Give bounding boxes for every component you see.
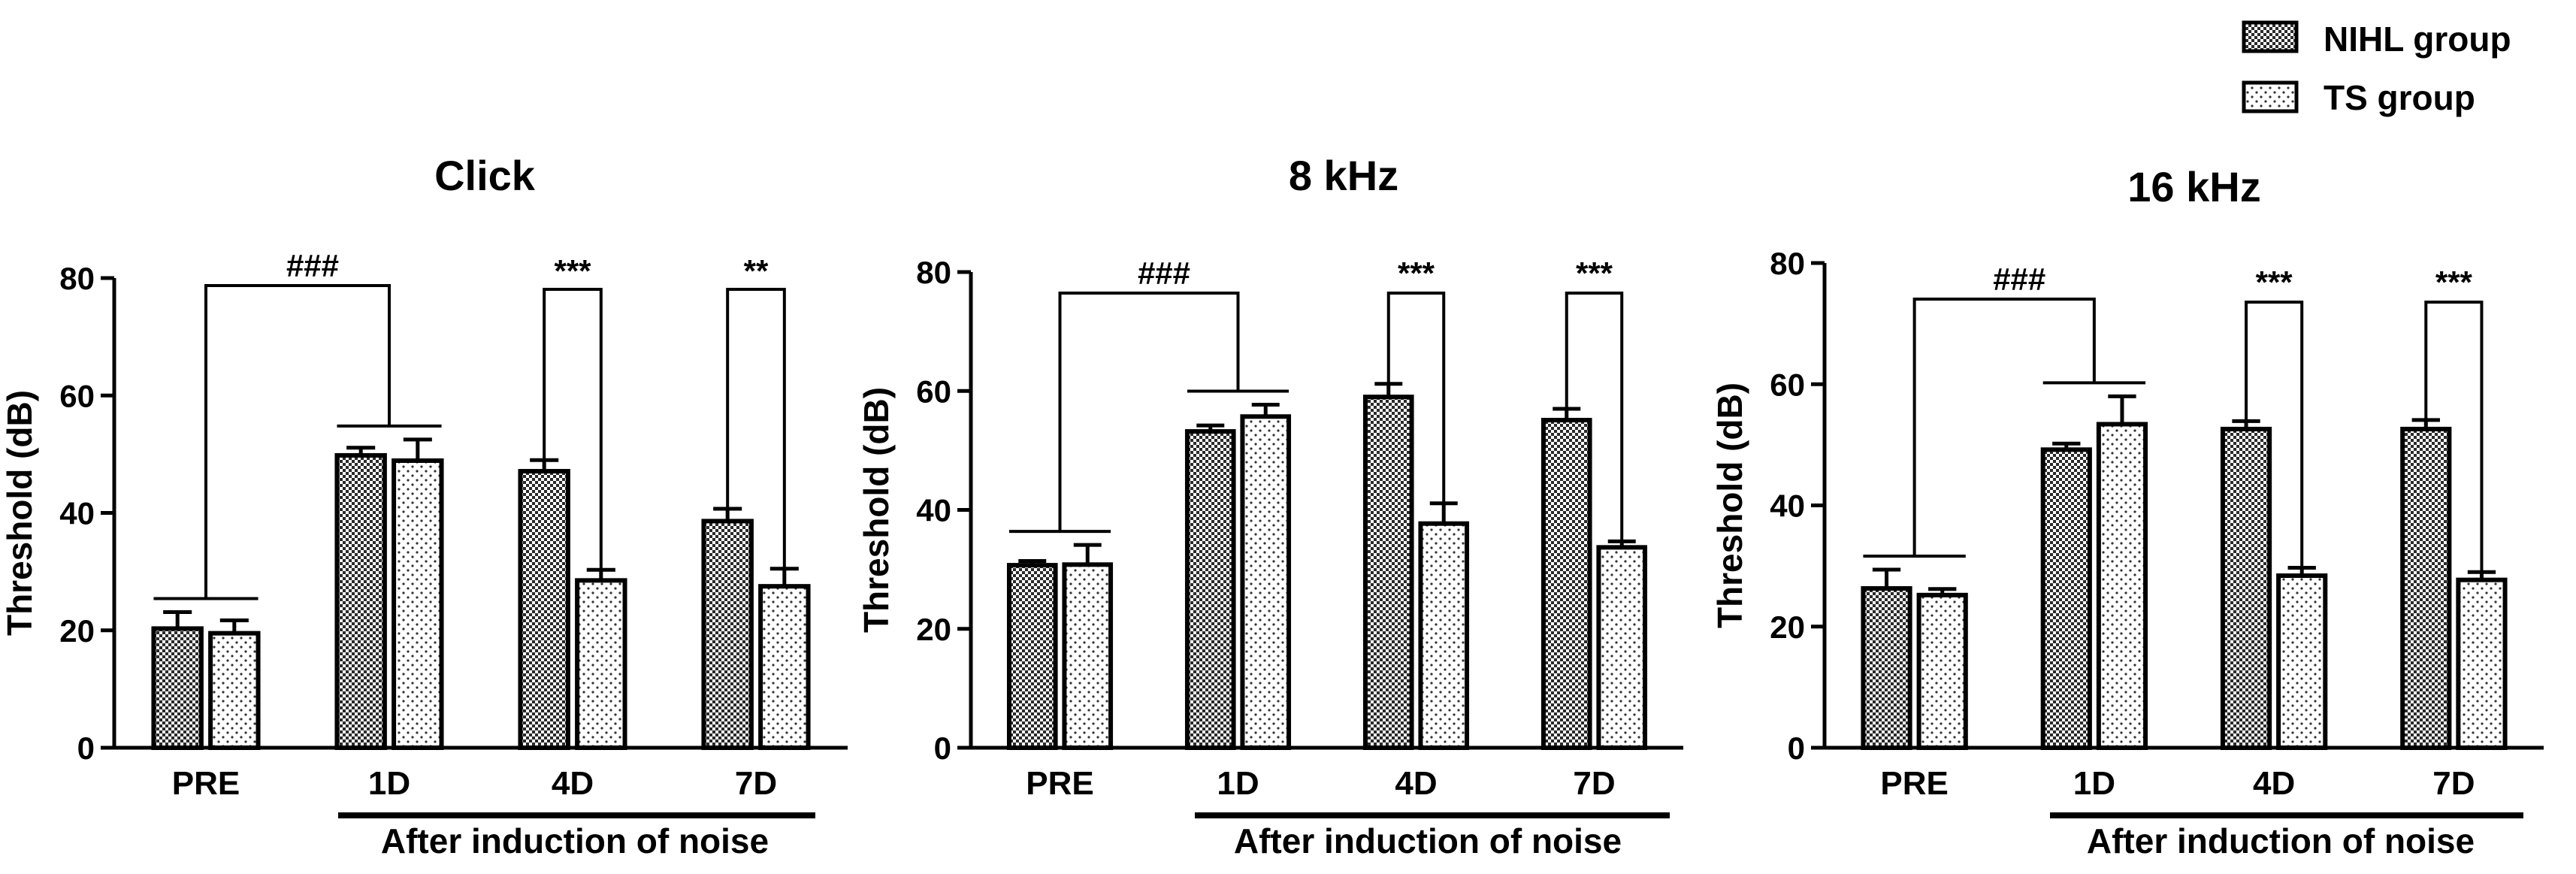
- legend: NIHL group TS group: [2242, 20, 2511, 117]
- x-tick-label: 7D: [1573, 765, 1615, 802]
- legend-item-ts: TS group: [2242, 78, 2475, 117]
- chart-panel-1: Click Threshold (dB) 0 20 40 60 80 PRE 1D 4D 7D Aft…: [0, 152, 848, 860]
- bar-ts-pre: [1916, 592, 1968, 751]
- bar-ts-4d: [2276, 573, 2328, 751]
- bar-ts-pre: [1062, 562, 1114, 750]
- y-axis-label: Threshold (dB): [1710, 383, 1749, 628]
- y-tick-label: 20: [916, 612, 951, 647]
- significance-bracket: [1565, 292, 1624, 542]
- significance-label: ###: [1138, 256, 1190, 291]
- bar-ts-4d: [1418, 521, 1470, 750]
- x-tick-label: 4D: [2253, 765, 2295, 802]
- x-tick-label: 1D: [368, 765, 410, 802]
- bar-ts-1d: [392, 458, 444, 750]
- x-tick-label: PRE: [1026, 765, 1093, 802]
- x-tick-label: 4D: [1395, 765, 1437, 802]
- bar-nihl-1d: [1184, 429, 1236, 750]
- x-axis-label: After induction of noise: [2087, 821, 2475, 860]
- y-tick-label: 60: [1770, 367, 1805, 402]
- bar-ts-4d: [575, 578, 627, 750]
- x-axis-label: After induction of noise: [381, 821, 769, 860]
- bar-ts-7d: [1596, 545, 1648, 750]
- significance-label: ***: [2435, 265, 2473, 300]
- x-tick-label: 1D: [1217, 765, 1259, 802]
- bar-nihl-7d: [2400, 426, 2452, 750]
- significance-bracket: [2424, 301, 2484, 573]
- bar-ts-1d: [1240, 414, 1292, 750]
- y-tick-label: 80: [916, 255, 951, 290]
- y-tick-label: 40: [916, 493, 951, 528]
- y-tick-label: 20: [1770, 609, 1805, 645]
- bar-ts-1d: [2096, 422, 2148, 751]
- significance-label: **: [744, 253, 769, 289]
- y-tick-label: 0: [934, 730, 951, 766]
- significance-label: ###: [1993, 262, 2045, 297]
- bar-nihl-7d: [701, 519, 754, 750]
- chart-panel-3: 16 kHz Threshold (dB) 0 20 40 60 80 PRE 1D 4D 7D Af…: [1710, 163, 2544, 860]
- chart-title: Click: [434, 152, 536, 199]
- significance-label: ***: [1576, 256, 1613, 291]
- chart-panel-2: 8 kHz Threshold (dB) 0 20 40 60 80 PRE 1D 4D 7D Aft…: [857, 152, 1683, 860]
- bar-nihl-7d: [1540, 418, 1592, 750]
- y-tick-label: 60: [59, 378, 95, 413]
- y-tick-label: 40: [59, 496, 95, 531]
- legend-label-ts: TS group: [2324, 78, 2475, 117]
- bar-ts-7d: [2456, 577, 2508, 751]
- significance-label: ###: [286, 248, 339, 283]
- y-axis-label: Threshold (dB): [857, 387, 896, 633]
- y-tick-label: 80: [59, 261, 95, 296]
- chart-title: 8 kHz: [1289, 152, 1398, 199]
- x-tick-label: PRE: [172, 765, 240, 802]
- chart-panels: Click Threshold (dB) 0 20 40 60 80 PRE 1D 4D 7D Aft…: [0, 152, 2544, 860]
- y-tick-label: 60: [916, 373, 951, 409]
- bar-ts-pre: [208, 631, 261, 750]
- x-tick-label: 4D: [552, 765, 594, 802]
- bar-nihl-1d: [2040, 447, 2092, 750]
- legend-swatch-nihl: [2242, 20, 2299, 53]
- x-axis-label: After induction of noise: [1234, 821, 1622, 860]
- y-axis-label: Threshold (dB): [0, 390, 39, 636]
- legend-swatch-ts: [2242, 80, 2299, 113]
- x-tick-label: PRE: [1880, 765, 1948, 802]
- significance-bracket: [726, 288, 786, 569]
- y-tick-label: 0: [77, 730, 95, 766]
- y-tick-label: 20: [59, 613, 95, 649]
- x-tick-label: 7D: [2432, 765, 2475, 802]
- bar-nihl-pre: [1861, 585, 1912, 750]
- significance-bracket: [1058, 292, 1240, 532]
- significance-bracket: [1912, 298, 2096, 556]
- significance-label: ***: [1398, 256, 1435, 291]
- legend-item-nihl: NIHL group: [2242, 20, 2511, 59]
- x-tick-label: 1D: [2073, 765, 2115, 802]
- bar-nihl-4d: [2220, 426, 2272, 750]
- y-tick-label: 40: [1770, 488, 1805, 524]
- significance-bracket: [543, 288, 603, 570]
- bar-ts-7d: [758, 584, 811, 750]
- bar-nihl-pre: [151, 626, 204, 750]
- bar-nihl-4d: [1362, 395, 1414, 750]
- significance-bracket: [2245, 301, 2304, 568]
- y-tick-label: 80: [1770, 246, 1805, 281]
- significance-bracket: [204, 284, 391, 599]
- legend-label-nihl: NIHL group: [2324, 20, 2511, 59]
- significance-bracket: [1386, 292, 1446, 504]
- x-tick-label: 7D: [735, 765, 777, 802]
- y-tick-label: 0: [1788, 730, 1805, 766]
- chart-title: 16 kHz: [2127, 163, 2260, 210]
- significance-label: ***: [554, 253, 591, 289]
- significance-label: ***: [2256, 265, 2293, 300]
- bar-nihl-pre: [1006, 563, 1058, 750]
- bar-nihl-4d: [518, 469, 570, 750]
- bar-nihl-1d: [334, 452, 387, 750]
